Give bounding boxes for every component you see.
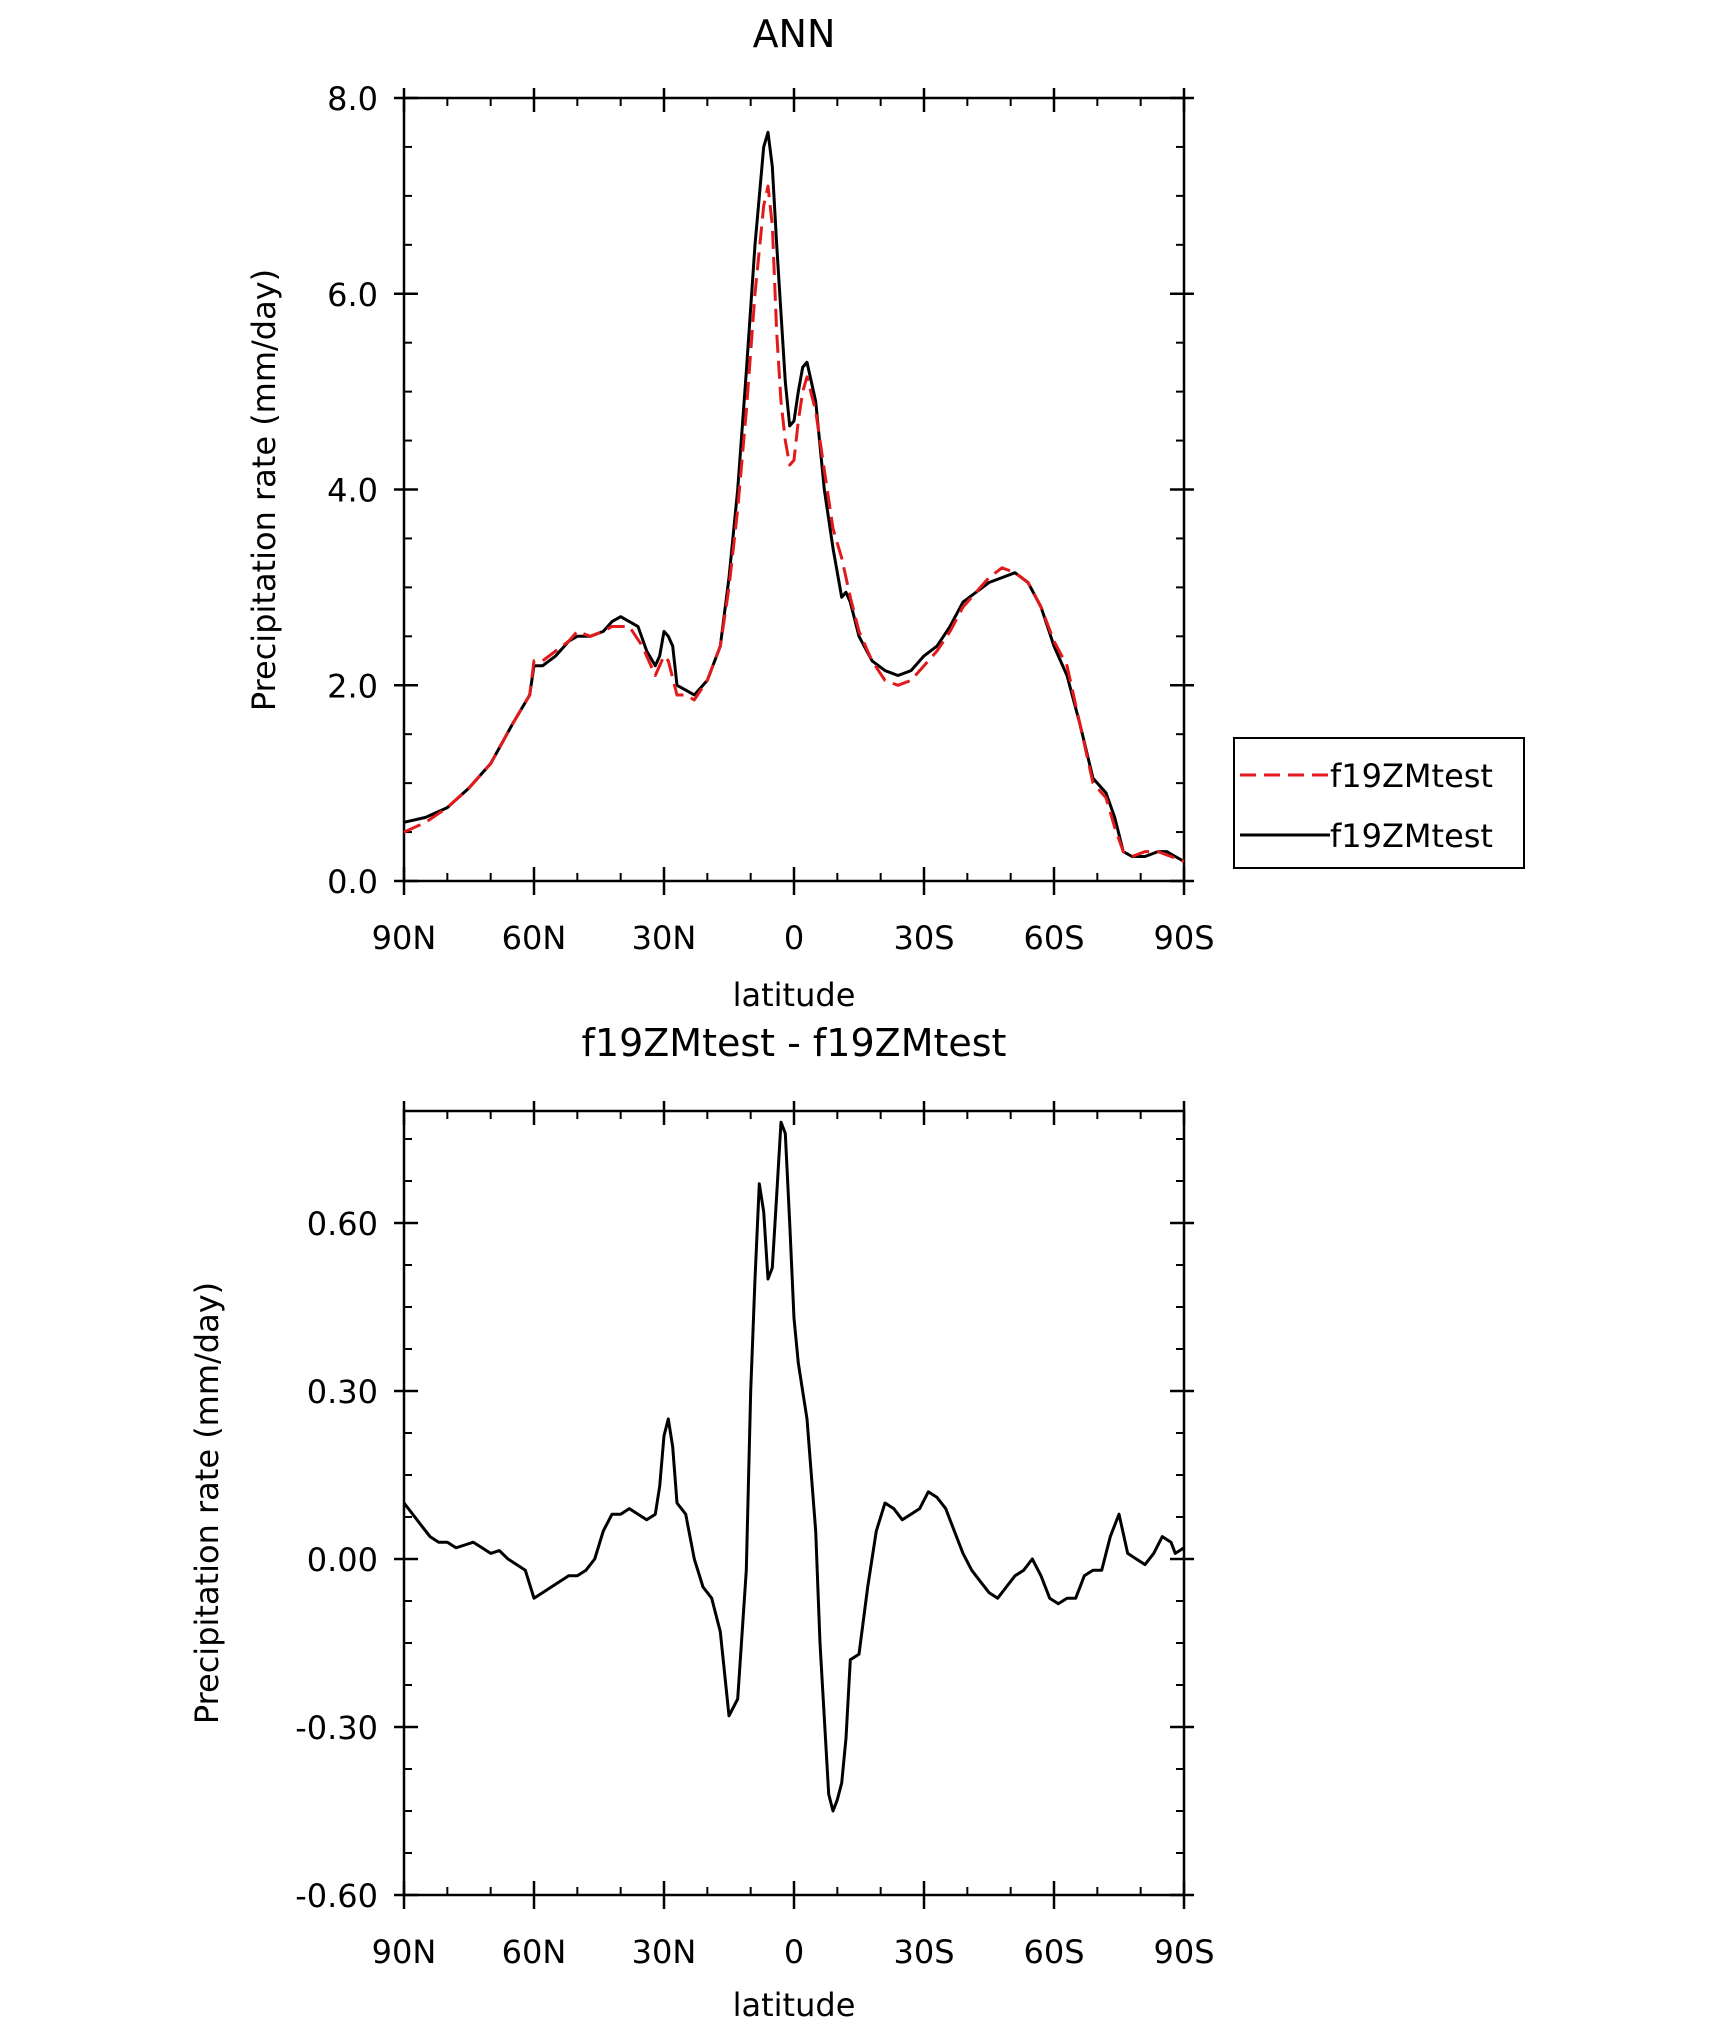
difference-panel: f19ZMtest - f19ZMtest -0.60 -0.30 0.00 0.30… <box>188 1021 1215 2021</box>
bottom-x-tick-label: 60S <box>1023 1933 1084 1971</box>
top-y-axis-label: Precipitation rate (mm/day) <box>245 269 283 711</box>
top-y-tick-label: 0.0 <box>327 863 378 901</box>
top-y-tick-label: 2.0 <box>327 667 378 705</box>
top-x-tick-label: 0 <box>784 919 804 957</box>
bottom-y-tick-label: -0.60 <box>295 1877 378 1915</box>
bottom-plot-frame <box>402 1109 1186 1897</box>
top-y-tick-label: 8.0 <box>327 80 378 118</box>
bottom-x-tick-label: 90S <box>1153 1933 1214 1971</box>
top-x-axis-label: latitude <box>733 976 856 1014</box>
bottom-x-tick-label: 30S <box>893 1933 954 1971</box>
bottom-x-tick-label: 0 <box>784 1933 804 1971</box>
top-x-tick-label: 60N <box>502 919 567 957</box>
top-series-model-line <box>403 184 1185 863</box>
bottom-y-tick-label: 0.30 <box>307 1373 378 1411</box>
bottom-y-tick-label: 0.60 <box>307 1205 378 1243</box>
top-x-tick-label: 30S <box>893 919 954 957</box>
top-x-tick-label: 30N <box>632 919 697 957</box>
top-x-tick-label: 90S <box>1153 919 1214 957</box>
legend-box <box>1233 737 1525 869</box>
mean-precip-panel: ANN 0.02.04.06.08.0 90N 60N 30N 0 30S 60S 90S … <box>245 12 1525 1014</box>
bottom-chart-title: f19ZMtest - f19ZMtest <box>582 1021 1007 1065</box>
bottom-y-axis-label: Precipitation rate (mm/day) <box>188 1282 226 1724</box>
top-y-tick-label: 4.0 <box>327 472 378 510</box>
bottom-series-control-line <box>402 1120 1185 1813</box>
legend-label-control: f19ZMtest <box>1330 817 1493 855</box>
bottom-x-tick-label: 30N <box>632 1933 697 1971</box>
legend-label-model: f19ZMtest <box>1330 757 1493 795</box>
legend: f19ZMtest f19ZMtest <box>1233 737 1525 869</box>
top-y-tick-label: 6.0 <box>327 276 378 314</box>
bottom-y-tick-label: -0.30 <box>295 1709 378 1747</box>
top-chart-title: ANN <box>753 12 836 56</box>
bottom-x-tick-label: 90N <box>372 1933 437 1971</box>
bottom-y-tick-label: 0.00 <box>307 1541 378 1579</box>
bottom-x-axis-label: latitude <box>733 1986 856 2021</box>
top-plot-frame <box>402 96 1186 883</box>
bottom-x-tick-label: 60N <box>502 1933 567 1971</box>
top-x-tick-label: 60S <box>1023 919 1084 957</box>
top-x-tick-label: 90N <box>372 919 437 957</box>
top-series-control-line <box>403 130 1185 863</box>
